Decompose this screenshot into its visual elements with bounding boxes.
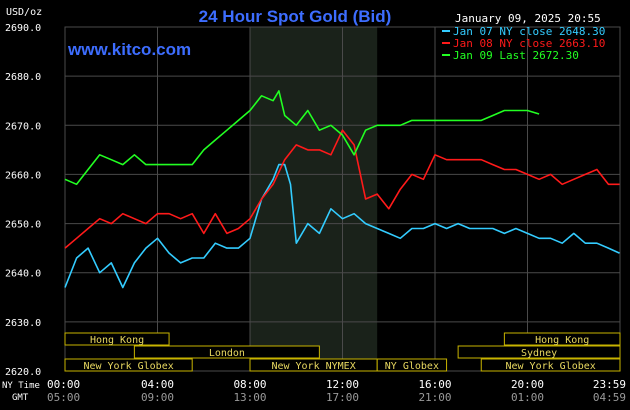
legend-entry: Jan 07 NY close 2648.30 (453, 25, 605, 38)
y-tick-label: 2620.0 (5, 367, 41, 378)
x-tick-label-ny: 20:00 (511, 378, 544, 391)
session-bar (133, 345, 320, 359)
session-bar (64, 358, 193, 372)
x-tick-label-ny: 12:00 (326, 378, 359, 391)
session-label: Hong Kong (90, 335, 144, 346)
x-tick-label-gmt: 05:00 (47, 391, 80, 404)
x-tick-label-ny: 16:00 (418, 378, 451, 391)
session-label: New York Globex (505, 361, 595, 372)
series-line-1 (64, 163, 620, 289)
series-line-3 (64, 90, 540, 186)
nymex-shaded-range (250, 27, 378, 371)
y-axis-tick-labels: 2690.0 2680.0 2670.0 2660.0 2650.0 2640.0 2630… (5, 23, 41, 378)
series-lines (64, 90, 620, 289)
x-tick-label-ny: 04:00 (141, 378, 174, 391)
x-tick-label-gmt: 13:00 (233, 391, 266, 404)
session-bar (480, 358, 621, 372)
session-bar (457, 345, 621, 359)
session-bar (503, 332, 621, 346)
y-tick-label: 2670.0 (5, 121, 41, 132)
session-label: New York NYMEX (271, 361, 355, 372)
session-label: Sydney (521, 348, 557, 359)
session-bars: Hong Kong London New York Globex New York N… (64, 332, 621, 372)
unit-label: USD/oz (6, 7, 42, 18)
x-tick-label-gmt: 01:00 (511, 391, 544, 404)
series-line-2 (64, 129, 620, 249)
chart-title: 24 Hour Spot Gold (Bid) (199, 7, 392, 26)
session-label: NY Globex (385, 361, 439, 372)
gmt-row-label: GMT (12, 393, 29, 403)
ny-time-row-label: NY Time (2, 381, 40, 391)
datetime-label: January 09, 2025 20:55 (455, 12, 601, 25)
session-bar (376, 358, 448, 372)
x-tick-label-gmt: 09:00 (141, 391, 174, 404)
x-tick-label-gmt: 21:00 (418, 391, 451, 404)
x-tick-label-ny: 00:00 (47, 378, 80, 391)
y-tick-label: 2640.0 (5, 269, 41, 280)
session-bar (64, 332, 170, 346)
x-tick-label-ny: 08:00 (233, 378, 266, 391)
session-label: New York Globex (83, 361, 173, 372)
y-tick-label: 2690.0 (5, 23, 41, 34)
y-tick-label: 2650.0 (5, 220, 41, 231)
legend-entry: Jan 09 Last 2672.30 (453, 49, 579, 62)
x-tick-label-gmt: 04:59 (593, 391, 626, 404)
x-tick-label-gmt: 17:00 (326, 391, 359, 404)
y-tick-label: 2680.0 (5, 72, 41, 83)
y-tick-label: 2660.0 (5, 170, 41, 181)
session-label: London (209, 348, 245, 359)
legend-entry: Jan 08 NY close 2663.10 (453, 37, 605, 50)
watermark-link[interactable]: www.kitco.com (67, 40, 191, 59)
session-label: Hong Kong (535, 335, 589, 346)
x-tick-label-ny: 23:59 (593, 378, 626, 391)
y-tick-label: 2630.0 (5, 318, 41, 329)
